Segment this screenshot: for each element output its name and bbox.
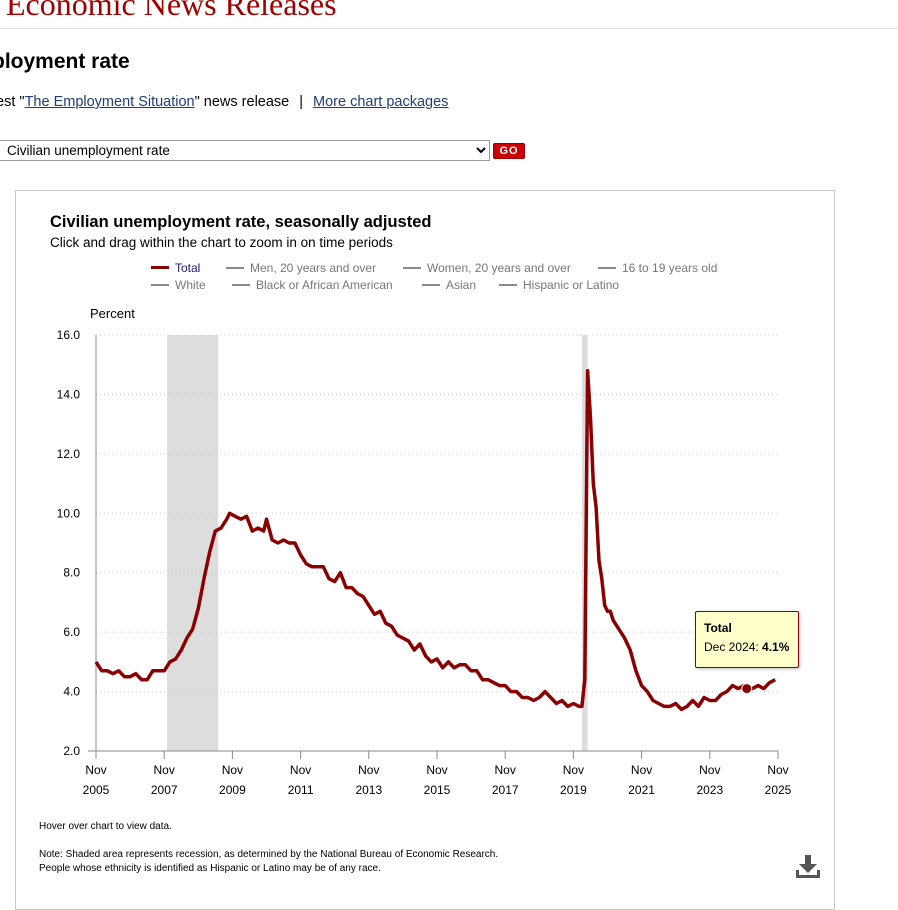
recession-shade — [167, 335, 219, 751]
x-tick-label-year: 2011 — [288, 783, 314, 797]
legend-label: Men, 20 years and over — [250, 261, 377, 275]
x-tick-label-month: Nov — [426, 763, 447, 777]
legend-swatch — [403, 266, 421, 269]
tooltip-series: Total — [704, 621, 732, 635]
site-header: Economic News Releases — [0, 0, 898, 29]
legend-swatch — [232, 283, 250, 286]
x-tick-label-month: Nov — [563, 763, 584, 777]
release-links: test "The Employment Situation" news rel… — [0, 94, 448, 110]
legend-swatch — [151, 283, 169, 286]
y-tick-label: 8.0 — [63, 566, 80, 580]
page-title: ployment rate — [0, 50, 130, 73]
x-tick-label-year: 2015 — [424, 783, 451, 797]
legend-label: Asian — [446, 278, 477, 292]
y-tick-label: 2.0 — [63, 744, 80, 758]
chart-note: Note: Shaded area represents recession, … — [39, 848, 498, 876]
legend-swatch — [598, 266, 616, 269]
y-tick-label: 16.0 — [57, 328, 81, 342]
legend-label: Total — [175, 261, 201, 275]
x-tick-label-month: Nov — [495, 763, 516, 777]
x-tick-label-year: 2009 — [219, 783, 246, 797]
legend-swatch — [226, 266, 244, 269]
y-tick-label: 12.0 — [57, 447, 81, 461]
x-tick-label-year: 2023 — [696, 783, 723, 797]
legend-label: White — [175, 278, 206, 292]
y-axis-label: Percent — [90, 306, 135, 321]
tooltip-body: Dec 2024: 4.1% — [704, 640, 790, 654]
links-separator: | — [299, 94, 304, 110]
chart-tooltip: Total Dec 2024: 4.1% — [695, 611, 799, 668]
chart-legend: Total Men, 20 years and over Women, 20 y… — [16, 261, 836, 297]
download-icon[interactable] — [794, 853, 822, 881]
legend-item-total[interactable]: Total — [151, 261, 200, 275]
note-line-2: People whose ethnicity is identified as … — [39, 863, 381, 874]
legend-item-black[interactable]: Black or African American — [232, 278, 393, 292]
legend-label: Black or African American — [256, 278, 393, 292]
legend-item-men-20-over[interactable]: Men, 20 years and over — [226, 261, 376, 275]
chart-subtitle: Click and drag within the chart to zoom … — [50, 235, 393, 250]
go-button[interactable]: GO — [493, 143, 525, 159]
legend-label: 16 to 19 years old — [622, 261, 718, 275]
y-tick-label: 6.0 — [63, 625, 80, 639]
highlight-point — [741, 683, 753, 695]
x-tick-label-year: 2017 — [492, 783, 519, 797]
x-tick-label-year: 2007 — [151, 783, 178, 797]
tooltip-value: 4.1% — [762, 640, 790, 654]
x-tick-label-month: Nov — [222, 763, 243, 777]
series-selector: Civilian unemployment rate GO — [0, 140, 525, 161]
links-prefix: test " — [0, 94, 25, 110]
chart-plot[interactable]: 2.0 4.0 6.0 8.0 10.0 12.0 14.0 16.0 Nov 2005 Nov 20… — [16, 191, 836, 811]
employment-situation-link[interactable]: The Employment Situation — [24, 94, 195, 110]
x-tick-label-year: 2021 — [628, 783, 655, 797]
x-tick-label-month: Nov — [154, 763, 175, 777]
legend-swatch — [151, 266, 169, 270]
legend-swatch — [499, 283, 517, 286]
series-dropdown[interactable]: Civilian unemployment rate — [0, 140, 490, 161]
x-tick-label-month: Nov — [290, 763, 311, 777]
legend-label: Women, 20 years and over — [427, 261, 571, 275]
legend-item-16-19[interactable]: 16 to 19 years old — [598, 261, 717, 275]
x-tick-label-month: Nov — [631, 763, 652, 777]
x-tick-label-year: 2025 — [765, 783, 792, 797]
legend-swatch — [422, 283, 440, 286]
hover-note: Hover over chart to view data. — [39, 821, 172, 832]
x-tick-label-year: 2005 — [83, 783, 110, 797]
y-tick-label: 10.0 — [57, 506, 81, 520]
legend-item-white[interactable]: White — [151, 278, 206, 292]
x-tick-label-month: Nov — [85, 763, 106, 777]
more-chart-packages-link[interactable]: More chart packages — [313, 94, 449, 110]
y-tick-label: 4.0 — [63, 685, 80, 699]
x-tick-label-month: Nov — [358, 763, 379, 777]
note-line-1: Note: Shaded area represents recession, … — [39, 849, 499, 860]
x-tick-label-month: Nov — [767, 763, 788, 777]
legend-label: Hispanic or Latino — [523, 278, 620, 292]
x-tick-label-year: 2013 — [355, 783, 382, 797]
legend-item-women-20-over[interactable]: Women, 20 years and over — [403, 261, 571, 275]
y-tick-label: 14.0 — [57, 387, 81, 401]
site-title: Economic News Releases — [6, 0, 337, 22]
series-line-total — [94, 368, 777, 712]
chart-container: Civilian unemployment rate, seasonally a… — [15, 190, 835, 910]
tooltip-date: Dec 2024 — [704, 640, 756, 654]
legend-item-asian[interactable]: Asian — [422, 278, 476, 292]
legend-item-hispanic[interactable]: Hispanic or Latino — [499, 278, 619, 292]
x-tick-label-year: 2019 — [560, 783, 587, 797]
x-tick-label-month: Nov — [699, 763, 720, 777]
links-suffix: " news release — [194, 94, 290, 110]
chart-title: Civilian unemployment rate, seasonally a… — [50, 213, 432, 231]
